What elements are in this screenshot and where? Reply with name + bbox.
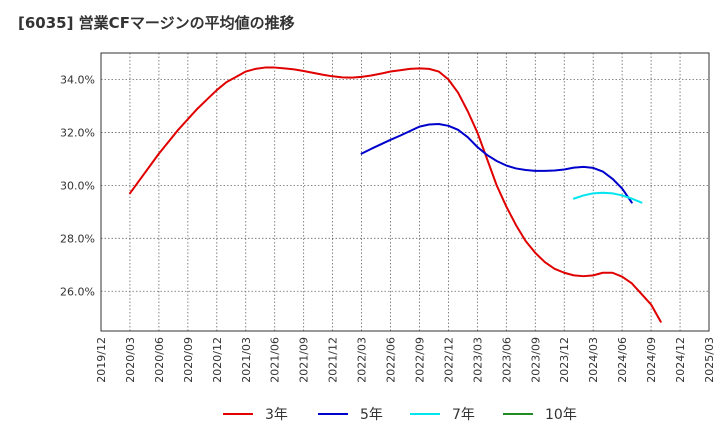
x-axis: 2019/12 2020/03 2020/06 2020/09 2020/12 2021/…	[95, 337, 716, 383]
legend-label: 7年	[452, 407, 475, 423]
y-tick-label: 32.0%	[60, 126, 95, 139]
x-tick-label: 2020/03	[124, 337, 137, 383]
x-tick-label: 2023/12	[558, 337, 571, 383]
x-tick-label: 2023/06	[500, 337, 513, 383]
legend-label: 5年	[360, 407, 383, 423]
x-tick-label: 2019/12	[95, 337, 108, 383]
grid	[100, 53, 710, 331]
x-tick-label: 2024/06	[616, 337, 629, 383]
x-tick-label: 2022/06	[385, 337, 398, 383]
legend-label: 10年	[545, 407, 577, 423]
y-tick-label: 28.0%	[60, 232, 95, 245]
y-tick-label: 34.0%	[60, 73, 95, 86]
x-tick-label: 2022/03	[356, 337, 369, 383]
y-axis: 26.0% 28.0% 30.0% 32.0% 34.0%	[60, 73, 95, 298]
series-group	[128, 66, 662, 323]
plot-area	[100, 52, 710, 332]
legend: 3年 5年 7年 10年	[223, 407, 577, 423]
x-tick-label: 2024/12	[674, 337, 687, 383]
legend-label: 3年	[265, 407, 288, 423]
x-tick-label: 2022/09	[413, 337, 426, 383]
x-tick-label: 2021/12	[327, 337, 340, 383]
y-tick-label: 26.0%	[60, 285, 95, 298]
x-tick-label: 2020/09	[182, 337, 195, 383]
y-tick-label: 30.0%	[60, 179, 95, 192]
series-line-3	[572, 191, 643, 204]
x-tick-label: 2023/03	[471, 337, 484, 383]
x-tick-label: 2022/12	[442, 337, 455, 383]
x-tick-label: 2020/06	[153, 337, 166, 383]
x-tick-label: 2024/03	[587, 337, 600, 383]
series-line-2	[360, 122, 633, 204]
x-tick-label: 2023/09	[529, 337, 542, 383]
x-tick-label: 2021/03	[240, 337, 253, 383]
x-tick-label: 2024/09	[645, 337, 658, 383]
x-tick-label: 2021/09	[298, 337, 311, 383]
x-tick-label: 2020/12	[211, 337, 224, 383]
chart-title: [6035] 営業CFマージンの平均値の推移	[18, 14, 295, 32]
x-tick-label: 2021/06	[269, 337, 282, 383]
series-line-1	[128, 66, 662, 323]
x-tick-label: 2025/03	[703, 337, 716, 383]
